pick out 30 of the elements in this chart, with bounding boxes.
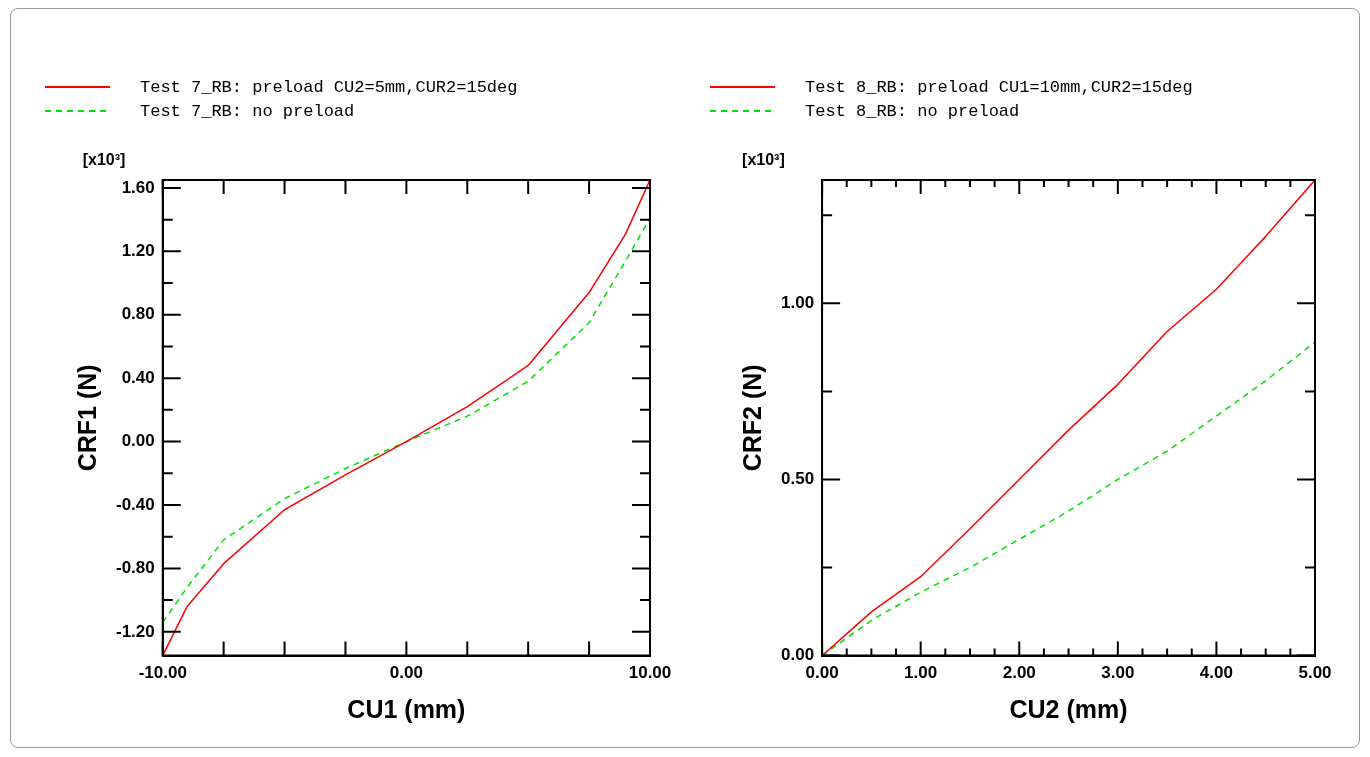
x-axis-title: CU2 (mm) [1009, 694, 1128, 723]
legend-label: Test 7_RB: preload CU2=5mm,CUR2=15deg [140, 77, 518, 97]
x-tick-label: 1.00 [904, 663, 938, 683]
y-axis-title: CRF2 (N) [737, 364, 766, 472]
legend-label: Test 8_RB: no preload [805, 101, 1020, 121]
x-tick-label: 0.00 [389, 663, 423, 683]
y-tick-label: 1.20 [121, 241, 155, 261]
y-tick-label: 1.60 [121, 177, 155, 197]
x-tick-label: 2.00 [1002, 663, 1036, 683]
x-tick-label: -10.00 [138, 663, 187, 683]
legend-label: Test 7_RB: no preload [140, 101, 355, 121]
y-tick-label: -0.40 [116, 494, 155, 514]
y-tick-label: 0.80 [121, 304, 155, 324]
x-axis-title: CU1 (mm) [347, 694, 466, 723]
x-tick-label: 3.00 [1101, 663, 1135, 683]
x-tick-label: 10.00 [628, 663, 672, 683]
text: [x10³] [742, 151, 785, 168]
y-tick-label: 0.00 [780, 645, 815, 665]
text: [x10³] [82, 151, 126, 168]
legend-label: Test 8_RB: preload CU1=10mm,CUR2=15deg [805, 77, 1193, 97]
y-axis-title: CRF1 (N) [72, 364, 101, 472]
x-tick-label: 0.00 [805, 663, 839, 683]
y-tick-label: 1.00 [780, 292, 815, 312]
y-tick-label: 0.40 [121, 367, 155, 387]
x-tick-label: 4.00 [1199, 663, 1233, 683]
y-tick-label: 0.00 [121, 431, 155, 451]
y-tick-label: 0.50 [780, 469, 815, 489]
y-tick-label: -1.20 [116, 621, 155, 641]
x-tick-label: 5.00 [1298, 663, 1332, 683]
y-tick-label: -0.80 [116, 558, 155, 578]
